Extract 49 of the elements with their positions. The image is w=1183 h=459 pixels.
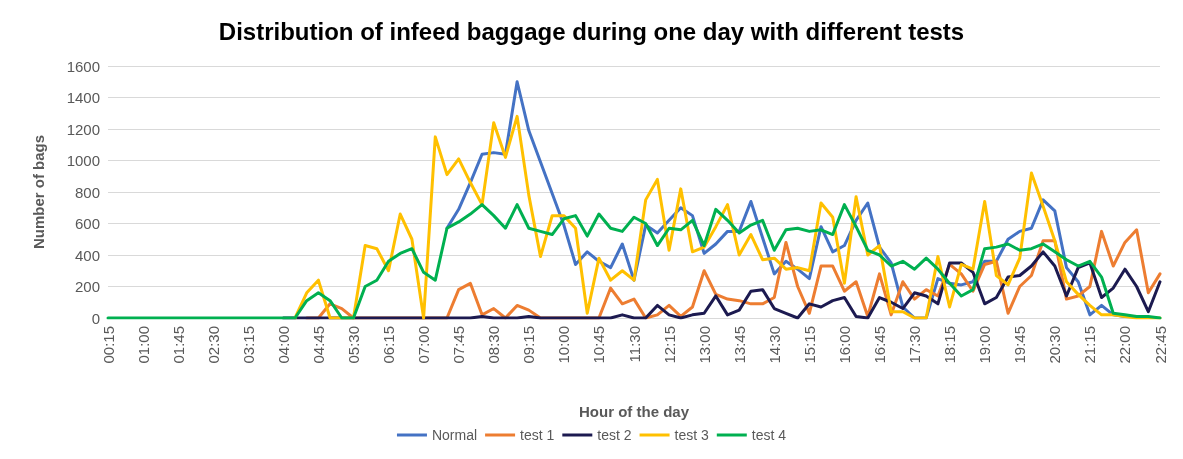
x-tick-label: 08:30: [485, 326, 503, 364]
x-tick-label: 16:00: [835, 326, 853, 364]
legend-label: test 3: [674, 427, 710, 443]
legend-label: test 1: [520, 427, 555, 443]
x-tick-label: 10:00: [555, 326, 573, 364]
x-tick-label: 06:15: [380, 326, 398, 364]
y-tick-label: 200: [74, 278, 100, 295]
x-tick-label: 10:45: [590, 326, 608, 364]
legend-label: Normal: [431, 427, 478, 443]
x-tick-label: 12:15: [660, 326, 678, 364]
x-tick-label: 22:45: [1151, 326, 1169, 364]
y-tick-label: 800: [74, 183, 100, 201]
line-series: [106, 203, 1162, 320]
x-tick-label: 11:30: [625, 326, 643, 363]
y-tick-label: 1400: [66, 89, 100, 106]
x-tick-label: 04:00: [274, 326, 292, 364]
x-tick-label: 18:15: [941, 326, 959, 364]
x-tick-label: 00:15: [99, 326, 117, 364]
y-tick-label: 1600: [66, 57, 100, 75]
x-tick-label: 01:45: [169, 326, 187, 364]
x-tick-label: 05:30: [344, 326, 362, 364]
x-tick-label: 09:15: [520, 326, 538, 364]
y-tick-label: 1200: [66, 120, 100, 138]
chart-title: Distribution of infeed baggage during one day with different tests: [218, 17, 965, 45]
x-tick-label: 19:00: [976, 326, 994, 364]
x-tick-label: 21:15: [1081, 326, 1099, 364]
x-tick-label: 02:30: [204, 326, 222, 364]
x-tick-label: 03:15: [239, 326, 257, 364]
x-tick-label: 07:45: [450, 326, 468, 364]
x-tick-label: 13:45: [730, 326, 748, 364]
x-tick-label: 07:00: [415, 326, 433, 364]
x-tick-label: 22:00: [1116, 326, 1134, 364]
x-tick-label: 13:00: [695, 326, 713, 364]
x-tick-label: 17:30: [906, 326, 924, 364]
x-tick-label: 16:45: [870, 326, 888, 364]
x-tick-label: 14:30: [765, 326, 783, 364]
x-tick-label: 19:45: [1011, 326, 1029, 364]
x-tick-label: 15:15: [800, 326, 818, 364]
x-axis-title: Hour of the day: [578, 403, 690, 420]
y-tick-label: 0: [91, 309, 100, 327]
y-tick-label: 400: [74, 246, 100, 264]
y-tick-label: 1000: [66, 152, 100, 169]
y-axis-title: Number of bags: [30, 134, 47, 250]
x-tick-label: 20:30: [1046, 326, 1064, 364]
x-tick-label: 01:00: [134, 326, 152, 364]
legend-label: test 4: [751, 427, 787, 443]
y-tick-label: 600: [74, 215, 100, 232]
x-tick-label: 04:45: [309, 326, 327, 364]
legend-label: test 2: [597, 427, 632, 443]
